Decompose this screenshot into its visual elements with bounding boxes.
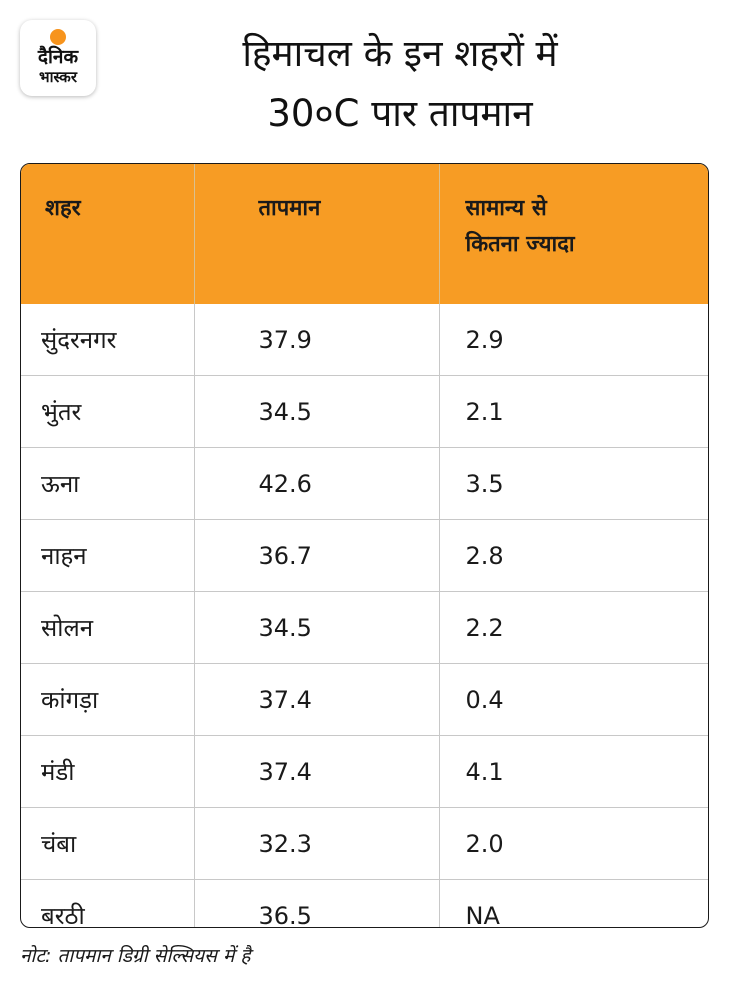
table-row: बरठी 36.5 NA: [21, 879, 708, 927]
difference-cell: 2.1: [439, 375, 708, 448]
logo-text-line1: दैनिक: [37, 46, 79, 68]
city-cell: ऊना: [21, 447, 195, 520]
header-row: शहर तापमान सामान्य से कितना ज्यादा: [21, 164, 708, 304]
table-body: सुंदरनगर 37.9 2.9 भुंतर 34.5 2.1 ऊना 42.…: [21, 304, 708, 927]
table-row: सुंदरनगर 37.9 2.9: [21, 304, 708, 376]
sun-icon: [50, 29, 66, 45]
difference-cell: 2.0: [439, 807, 708, 880]
difference-cell: 3.5: [439, 447, 708, 520]
difference-cell: 2.9: [465, 325, 504, 354]
difference-cell: NA: [439, 879, 708, 927]
city-cell: बरठी: [21, 879, 195, 927]
city-cell: नाहन: [21, 519, 195, 592]
table-row: सोलन 34.5 2.2: [21, 591, 708, 664]
city-cell: चंबा: [21, 807, 195, 880]
header-above-normal: सामान्य से कितना ज्यादा: [439, 164, 708, 304]
difference-cell: 4.1: [439, 735, 708, 808]
temperature-cell: 42.6: [194, 447, 440, 520]
temperature-cell: 36.7: [194, 519, 440, 592]
temperature-cell: 34.5: [194, 591, 440, 664]
dainik-bhaskar-logo: दैनिक भास्कर: [20, 20, 96, 96]
difference-cell: 2.2: [439, 591, 708, 664]
footnote: नोट: तापमान डिग्री सेल्सियस में है: [20, 945, 251, 967]
city-cell: भुंतर: [21, 375, 195, 448]
temperature-cell: 37.4: [194, 663, 440, 736]
city-cell: मंडी: [21, 735, 195, 808]
table-row: कांगड़ा 37.4 0.4: [21, 663, 708, 736]
city-cell: सुंदरनगर: [21, 304, 195, 376]
table-row: नाहन 36.7 2.8: [21, 519, 708, 592]
table-row: भुंतर 34.5 2.1: [21, 375, 708, 448]
header-temperature: तापमान: [194, 164, 440, 304]
table-row: चंबा 32.3 2.0: [21, 807, 708, 880]
temperature-cell: 32.3: [194, 807, 440, 880]
title-line1: हिमाचल के इन शहरों में: [242, 32, 558, 75]
temperature-cell: 36.5: [194, 879, 440, 927]
header-city: शहर: [21, 164, 195, 304]
table-row: मंडी 37.4 4.1: [21, 735, 708, 808]
city-cell: सोलन: [21, 591, 195, 664]
header-above-normal-line2: कितना ज्यादा: [465, 232, 575, 257]
difference-cell: 2.8: [439, 519, 708, 592]
temperature-cell: 37.9: [194, 304, 440, 376]
difference-cell: 0.4: [439, 663, 708, 736]
temperature-cell: 34.5: [194, 375, 440, 448]
table-row: ऊना 42.6 3.5: [21, 447, 708, 520]
logo-text-line2: भास्कर: [39, 68, 77, 86]
table: शहर तापमान सामान्य से कितना ज्यादा सुंदर…: [21, 164, 708, 927]
page-title: हिमाचल के इन शहरों में 30०C पार तापमान: [110, 24, 690, 144]
temperature-cell: 37.4: [194, 735, 440, 808]
city-cell: कांगड़ा: [21, 663, 195, 736]
table-header: शहर तापमान सामान्य से कितना ज्यादा: [21, 164, 708, 304]
header-above-normal-line1: सामान्य से: [465, 196, 547, 221]
title-line2: 30०C पार तापमान: [267, 92, 533, 135]
temperature-table: शहर तापमान सामान्य से कितना ज्यादा सुंदर…: [20, 163, 709, 928]
